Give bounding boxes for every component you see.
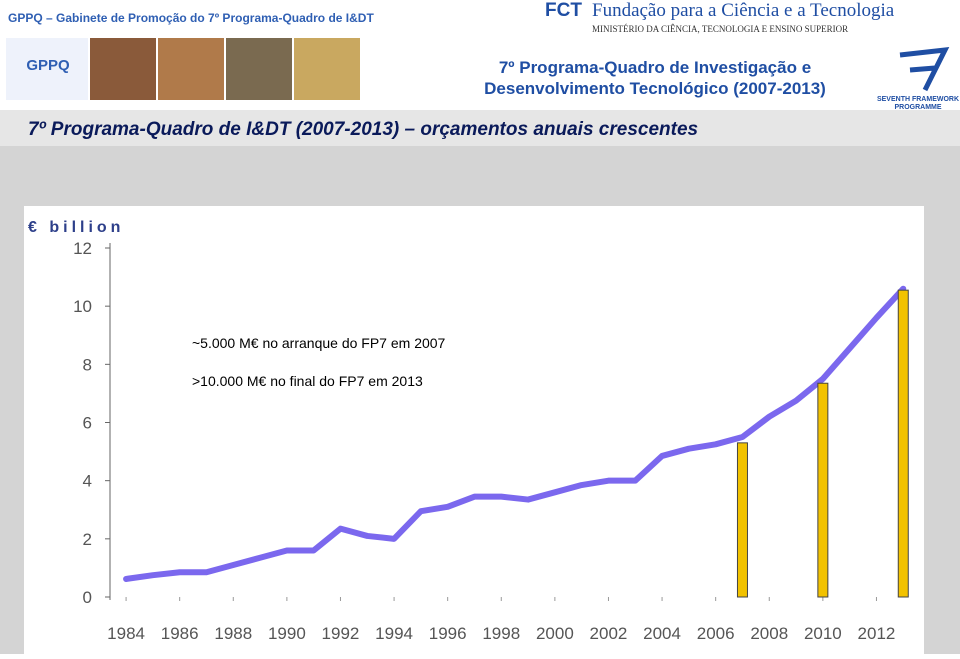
x-tick-label: 1992 [322, 624, 360, 643]
photo [158, 38, 224, 100]
y-tick-label: 12 [73, 239, 92, 258]
x-tick-label: 2002 [590, 624, 628, 643]
x-tick-label: 1996 [429, 624, 467, 643]
bar [897, 289, 909, 598]
x-tick-label: 1984 [107, 624, 145, 643]
fct-logo: FCT [545, 0, 582, 21]
annotation: >10.000 M€ no final do FP7 em 2013 [192, 373, 423, 389]
x-tick-label: 2004 [643, 624, 681, 643]
gppq-text: GPPQ – Gabinete de Promoção do 7º Progra… [8, 11, 374, 25]
gppq-logo: GPPQ [26, 57, 70, 74]
y-tick-label: 8 [83, 355, 92, 374]
program-title: 7º Programa-Quadro de Investigação e [499, 58, 811, 77]
photo [294, 38, 360, 100]
y-tick-label: 10 [73, 297, 92, 316]
fp7-text: PROGRAMME [894, 104, 941, 111]
slide-title: 7º Programa-Quadro de I&DT (2007-2013) –… [28, 119, 698, 140]
bar [736, 442, 748, 598]
y-tick-label: 2 [83, 530, 92, 549]
x-tick-label: 1998 [482, 624, 520, 643]
logo-bg [6, 38, 88, 100]
fp7-logo [899, 47, 950, 92]
program-title: Desenvolvimento Tecnológico (2007-2013) [484, 79, 826, 98]
x-tick-label: 2000 [536, 624, 574, 643]
annotation: ~5.000 M€ no arranque do FP7 em 2007 [192, 335, 446, 351]
ministry: MINISTÉRIO DA CIÊNCIA, TECNOLOGIA E ENSI… [592, 24, 848, 34]
x-tick-label: 1990 [268, 624, 306, 643]
fp7-text: SEVENTH FRAMEWORK [877, 96, 959, 103]
line [123, 285, 907, 582]
x-tick-label: 1988 [214, 624, 252, 643]
x-tick-label: 2008 [750, 624, 788, 643]
x-tick-label: 2010 [804, 624, 842, 643]
y-axis-label: € billion [28, 219, 124, 236]
y-tick-label: 6 [83, 414, 92, 433]
photo [90, 38, 156, 100]
x-tick-label: 2012 [858, 624, 896, 643]
y-tick-label: 0 [83, 588, 92, 607]
y-tick-label: 4 [83, 472, 92, 491]
title-bar [0, 110, 960, 146]
photo [226, 38, 292, 100]
x-tick-label: 1986 [161, 624, 199, 643]
fct-name: Fundação para a Ciência e a Tecnologia [592, 0, 895, 21]
x-tick-label: 2006 [697, 624, 735, 643]
x-tick-label: 1994 [375, 624, 413, 643]
chart-bg [24, 206, 924, 654]
bar [817, 382, 829, 598]
